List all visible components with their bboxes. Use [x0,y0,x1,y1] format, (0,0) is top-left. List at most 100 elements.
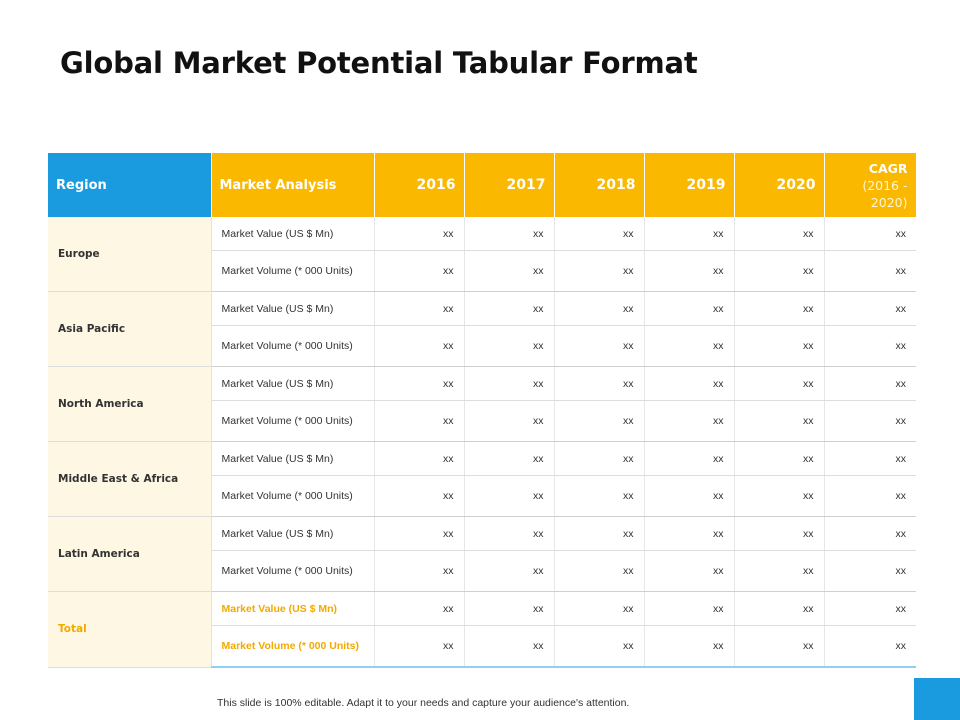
value-cell: xx [824,625,916,668]
footnote: This slide is 100% editable. Adapt it to… [217,697,630,709]
value-cell: xx [464,516,555,551]
header-year: 2020 [734,153,825,217]
region-label: Latin America [48,516,212,592]
header-cagr: CAGR (2016 - 2020) [824,153,917,217]
metric-label: Market Volume (* 000 Units) [211,550,375,592]
value-cell: xx [824,441,916,476]
value-cell: xx [374,366,465,401]
value-cell: xx [734,475,825,517]
value-cell: xx [374,217,465,251]
table-row: Europe Market Value (US $ Mn) xx xx xx xx xx xx [48,217,916,292]
value-cell: xx [554,625,645,668]
slide-title: Global Market Potential Tabular Format [60,46,698,80]
metric-label: Market Volume (* 000 Units) [211,325,375,367]
region-label: Asia Pacific [48,291,212,367]
corner-accent-box [914,678,960,720]
header-year: 2016 [374,153,465,217]
value-cell: xx [734,516,825,551]
value-cell: xx [554,250,645,292]
value-cell: xx [464,591,555,626]
value-cell: xx [644,475,735,517]
metric-label: Market Volume (* 000 Units) [211,625,375,668]
table-row: Total Market Value (US $ Mn) xx xx xx xx xx xx [48,591,916,668]
value-cell: xx [554,516,645,551]
value-cell: xx [644,625,735,668]
header-market-analysis: Market Analysis [211,153,375,217]
region-label: Europe [48,217,212,292]
value-cell: xx [824,291,916,326]
value-cell: xx [734,400,825,442]
header-year: 2018 [554,153,645,217]
table-row: Market Volume (* 000 Units) xx xx xx xx xx xx [48,400,916,442]
value-cell: xx [374,441,465,476]
value-cell: xx [554,217,645,251]
metric-label: Market Volume (* 000 Units) [211,475,375,517]
table-row: Market Volume (* 000 Units) xx xx xx xx xx xx [48,625,916,668]
value-cell: xx [464,250,555,292]
value-cell: xx [644,591,735,626]
header-region: Region [48,153,212,217]
value-cell: xx [824,325,916,367]
value-cell: xx [464,217,555,251]
table-row: Latin America Market Value (US $ Mn) xx xx x… [48,516,916,592]
value-cell: xx [644,291,735,326]
value-cell: xx [734,325,825,367]
region-label: Middle East & Africa [48,441,212,517]
value-cell: xx [554,475,645,517]
table-row: Asia Pacific Market Value (US $ Mn) xx xx xx… [48,291,916,367]
table-row: North America Market Value (US $ Mn) xx xx x… [48,366,916,442]
value-cell: xx [824,366,916,401]
value-cell: xx [554,291,645,326]
table-header-row: Region Market Analysis 2016 2017 2018 20… [48,153,917,217]
metric-label: Market Volume (* 000 Units) [211,400,375,442]
value-cell: xx [824,550,916,592]
region-label: Total [48,591,212,668]
value-cell: xx [734,625,825,668]
table-row: Market Volume (* 000 Units) xx xx xx xx xx xx [48,475,916,517]
value-cell: xx [374,516,465,551]
value-cell: xx [374,250,465,292]
value-cell: xx [554,325,645,367]
value-cell: xx [554,591,645,626]
value-cell: xx [734,217,825,251]
table-row: Middle East & Africa Market Value (US $ M… [48,441,916,517]
value-cell: xx [374,325,465,367]
table-row: Market Volume (* 000 Units) xx xx xx xx xx xx [48,550,916,592]
value-cell: xx [374,400,465,442]
value-cell: xx [644,217,735,251]
value-cell: xx [464,441,555,476]
value-cell: xx [734,366,825,401]
metric-label: Market Value (US $ Mn) [211,291,375,326]
value-cell: xx [554,441,645,476]
region-label: North America [48,366,212,442]
value-cell: xx [644,516,735,551]
value-cell: xx [554,366,645,401]
metric-label: Market Value (US $ Mn) [211,516,375,551]
value-cell: xx [824,591,916,626]
value-cell: xx [464,625,555,668]
value-cell: xx [824,400,916,442]
value-cell: xx [644,366,735,401]
value-cell: xx [374,291,465,326]
value-cell: xx [464,400,555,442]
market-potential-table: Region Market Analysis 2016 2017 2018 20… [48,153,917,668]
value-cell: xx [464,475,555,517]
value-cell: xx [554,550,645,592]
value-cell: xx [644,441,735,476]
metric-label: Market Value (US $ Mn) [211,366,375,401]
value-cell: xx [374,625,465,668]
value-cell: xx [734,441,825,476]
table-row: Market Volume (* 000 Units) xx xx xx xx xx xx [48,250,916,292]
value-cell: xx [374,550,465,592]
value-cell: xx [734,550,825,592]
metric-label: Market Value (US $ Mn) [211,591,375,626]
header-year: 2019 [644,153,735,217]
value-cell: xx [824,516,916,551]
value-cell: xx [374,475,465,517]
table-row: Market Volume (* 000 Units) xx xx xx xx xx xx [48,325,916,367]
metric-label: Market Value (US $ Mn) [211,217,375,251]
value-cell: xx [464,550,555,592]
value-cell: xx [824,475,916,517]
value-cell: xx [824,217,916,251]
value-cell: xx [464,366,555,401]
